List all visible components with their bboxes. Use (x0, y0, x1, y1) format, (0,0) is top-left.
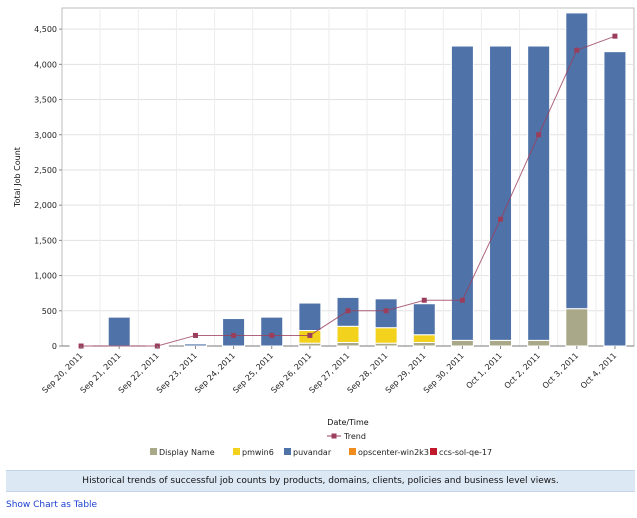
y-tick-label: 1,000 (34, 272, 57, 281)
trend-line (78, 33, 618, 349)
bar-segment (565, 308, 589, 347)
legend-label: Display Name (159, 448, 215, 457)
bar-segment (450, 45, 474, 341)
trend-point (612, 33, 618, 39)
legend-label: pmwin6 (242, 448, 274, 457)
chart: 0 500 1,000 1,500 2,000 2,500 3,000 3,500 4,000 4… (13, 7, 635, 457)
y-axis-title: Total Job Count (13, 147, 22, 208)
trend-point (498, 216, 504, 222)
x-tick-label: Oct 4, 2011 (579, 351, 619, 391)
legend-swatch (349, 448, 356, 455)
trend-point (307, 332, 313, 338)
trend-point (574, 47, 580, 53)
bar-segment (336, 341, 360, 347)
trend-point (459, 297, 465, 303)
chart-caption: Historical trends of successful job coun… (6, 470, 635, 492)
bar-segment (412, 303, 436, 336)
legend-swatch (284, 448, 291, 455)
bar-segment (527, 45, 551, 341)
legend-swatch (233, 448, 240, 455)
trend-point (421, 297, 427, 303)
bar-segment (412, 334, 436, 343)
bar-segment (222, 318, 246, 347)
show-chart-as-table-link[interactable]: Show Chart as Table (6, 500, 98, 510)
bar-segment (107, 316, 131, 347)
y-tick-label: 500 (42, 307, 57, 316)
trend-legend-marker (331, 433, 337, 439)
bar-segment (374, 327, 398, 344)
trend-point (345, 308, 351, 314)
legend-label: opscenter-win2k3 (358, 448, 429, 457)
bar-segment (489, 45, 513, 341)
x-tick-label: Oct 2, 2011 (503, 351, 543, 391)
x-axis-title: Date/Time (327, 418, 368, 427)
legend-label: puvandar (293, 448, 332, 457)
y-axis-ticks: 0 500 1,000 1,500 2,000 2,500 3,000 3,500 4,000 4… (34, 25, 62, 351)
legend-swatch (150, 448, 157, 455)
bar-segment (565, 12, 589, 310)
legend-label: ccs-sol-qe-17 (439, 448, 492, 457)
bar-segment (298, 302, 322, 332)
y-tick-label: 4,500 (34, 25, 57, 34)
x-tick-label: Sep 30, 2011 (422, 351, 466, 395)
trend-point (269, 332, 275, 338)
bar-segment (260, 316, 284, 347)
y-tick-label: 0 (52, 342, 57, 351)
trend-point (383, 308, 389, 314)
bar-segment (527, 339, 551, 347)
trend-legend: Trend (327, 432, 366, 441)
bar-segment (336, 325, 360, 343)
trend-legend-label: Trend (343, 432, 366, 441)
trend-point (536, 132, 542, 138)
y-tick-label: 2,000 (34, 201, 57, 210)
y-tick-label: 1,500 (34, 236, 57, 245)
bar-segment (183, 343, 207, 347)
legend: Display Name pmwin6 puvandar opscenter-win2… (150, 448, 492, 457)
x-tick-label: Oct 1, 2011 (464, 351, 504, 391)
trend-point (231, 332, 237, 338)
bar-segment (412, 341, 436, 347)
bar-segment (489, 339, 513, 347)
y-tick-label: 4,000 (34, 60, 57, 69)
legend-swatch (430, 448, 437, 455)
bars (69, 12, 627, 347)
bar-segment (603, 51, 627, 347)
trend-line-path (81, 35, 616, 347)
y-tick-label: 3,500 (34, 96, 57, 105)
y-tick-label: 2,500 (34, 166, 57, 175)
trend-point (192, 332, 198, 338)
x-tick-label: Oct 3, 2011 (541, 351, 581, 391)
bar-segment (450, 339, 474, 347)
y-tick-label: 3,000 (34, 131, 57, 140)
